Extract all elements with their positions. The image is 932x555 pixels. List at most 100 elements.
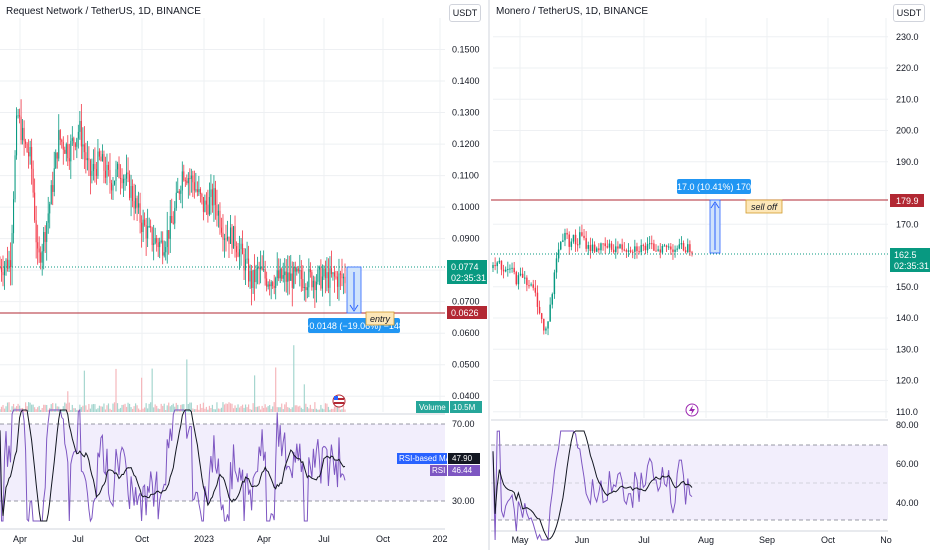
- left-candle-body: [79, 120, 81, 132]
- left-entry-annotation[interactable]: entry: [365, 311, 395, 326]
- left-candle-body: [31, 146, 33, 169]
- left-candle-body: [0, 267, 1, 269]
- left-volume-bar: [53, 409, 55, 412]
- left-measure-tool[interactable]: −0.0148 (−19.06%) −148: [304, 266, 404, 333]
- left-candle-body: [64, 149, 66, 154]
- right-candle-body: [494, 265, 496, 267]
- left-price-tick-label: 0.1200: [452, 139, 480, 149]
- right-candle-body: [612, 249, 615, 253]
- us-flag-event-icon[interactable]: [332, 394, 346, 408]
- right-selloff-annotation[interactable]: sell off: [745, 199, 783, 214]
- left-volume-bar: [243, 407, 245, 412]
- right-time-axis[interactable]: May Jun Jul Aug Sep Oct No: [511, 535, 891, 545]
- left-candle-body: [23, 127, 25, 142]
- left-rsi-label-box: [430, 465, 447, 476]
- left-volume-bar: [139, 409, 141, 412]
- left-volume-bar: [136, 405, 138, 412]
- left-price-tick-label: 0.0600: [452, 328, 480, 338]
- left-volume-bar: [223, 404, 226, 412]
- right-candle-body: [498, 260, 501, 263]
- right-candle-body: [651, 243, 653, 245]
- left-candle-body: [154, 237, 156, 244]
- left-volume-bar: [285, 402, 287, 412]
- left-candle-body: [281, 268, 283, 279]
- left-volume-bar: [47, 409, 49, 412]
- right-measure-tool[interactable]: 17.0 (10.41%) 170: [677, 179, 751, 254]
- left-candle-body: [339, 273, 342, 275]
- left-currency-selector[interactable]: USDT: [449, 4, 481, 22]
- right-candle-body: [619, 244, 621, 249]
- right-price-axis[interactable]: 230.0 220.0 210.0 200.0 190.0 170.0 150.0 140.0…: [896, 32, 919, 417]
- left-candle-body: [43, 232, 45, 252]
- left-candle-body: [317, 269, 319, 282]
- right-candle-body: [642, 245, 645, 247]
- right-candle-body: [492, 265, 494, 268]
- left-candle-body: [32, 168, 34, 193]
- left-candle-body: [272, 282, 274, 286]
- left-volume-bar: [62, 406, 64, 412]
- left-candle-body: [255, 268, 257, 283]
- left-volume-bar: [208, 405, 211, 412]
- left-candle-body: [7, 259, 9, 269]
- left-candle-body: [309, 268, 311, 273]
- left-volume-bar: [249, 409, 251, 412]
- left-volume-bar: [269, 405, 271, 412]
- left-volume-bar: [144, 407, 146, 412]
- left-chart-panel[interactable]: −0.0148 (−19.06%) −148 entry Request Net…: [0, 6, 487, 544]
- left-candle-body: [254, 269, 256, 283]
- left-candle-body: [279, 268, 281, 279]
- right-last-price-badge: 162.5 02:35:31: [890, 248, 930, 272]
- left-volume-bar: [86, 409, 88, 412]
- right-currency-selector[interactable]: USDT: [893, 4, 925, 22]
- left-volume-bar: [255, 406, 257, 412]
- right-candle-body: [519, 273, 522, 276]
- right-candle-body: [576, 244, 579, 246]
- left-volume-bar: [178, 409, 180, 412]
- left-volume-bar: [40, 409, 42, 412]
- us-flag-event-icon-canton: [334, 396, 338, 400]
- left-volume-bar: [299, 405, 301, 412]
- left-price-tick-label: 0.1500: [452, 45, 480, 55]
- right-price-tick-label: 210.0: [896, 94, 919, 104]
- right-candle-body: [691, 252, 693, 254]
- right-candle-body: [530, 284, 532, 286]
- right-measure-label-box: [677, 179, 751, 194]
- left-rsi-value: 46.44: [452, 466, 473, 475]
- left-candle-body: [85, 152, 87, 161]
- left-volume-bar: [260, 409, 262, 412]
- left-candle-body: [251, 270, 253, 288]
- left-candle-body: [172, 222, 174, 224]
- left-volume-bar: [332, 408, 334, 412]
- left-time-axis[interactable]: Apr Jul Oct 2023 Apr Jul Oct 202: [13, 534, 448, 544]
- left-volume-bar: [312, 409, 314, 412]
- left-candle-body: [150, 225, 152, 228]
- right-chart-panel[interactable]: 17.0 (10.41%) 170 sell off Monero / Teth…: [491, 6, 930, 545]
- right-level-badge-value: 179.9: [896, 196, 919, 206]
- left-candle-body: [141, 222, 143, 233]
- left-candle-body: [139, 203, 141, 223]
- right-candle-body: [676, 248, 678, 250]
- right-price-tick-label: 110.0: [896, 407, 918, 417]
- right-candle-body: [574, 234, 577, 245]
- lightning-event-icon[interactable]: [685, 403, 699, 417]
- left-candle-body: [293, 266, 295, 288]
- left-volume-bar: [336, 404, 339, 412]
- left-candle-body: [22, 127, 24, 141]
- right-rsi-pane[interactable]: 80.00 60.00 40.00: [491, 420, 919, 541]
- left-rsi-pane[interactable]: 70.00 30.00 RSI-based MA 47.90 RSI 46.44: [0, 408, 480, 523]
- left-candle-body: [106, 164, 108, 178]
- right-candle-body: [661, 246, 664, 253]
- right-candle-body: [648, 243, 651, 245]
- left-candle-body: [55, 152, 57, 169]
- right-candle-body: [596, 248, 598, 252]
- left-candle-body: [49, 204, 51, 214]
- left-candle-body: [169, 216, 171, 239]
- left-candle-body: [8, 260, 10, 269]
- left-volume-bar: [41, 408, 43, 412]
- right-candle-body: [507, 268, 509, 270]
- left-volume-bar: [187, 404, 189, 412]
- left-volume-bar: [104, 409, 107, 412]
- left-candle-body: [47, 213, 49, 223]
- right-price-tick-label: 120.0: [896, 376, 919, 386]
